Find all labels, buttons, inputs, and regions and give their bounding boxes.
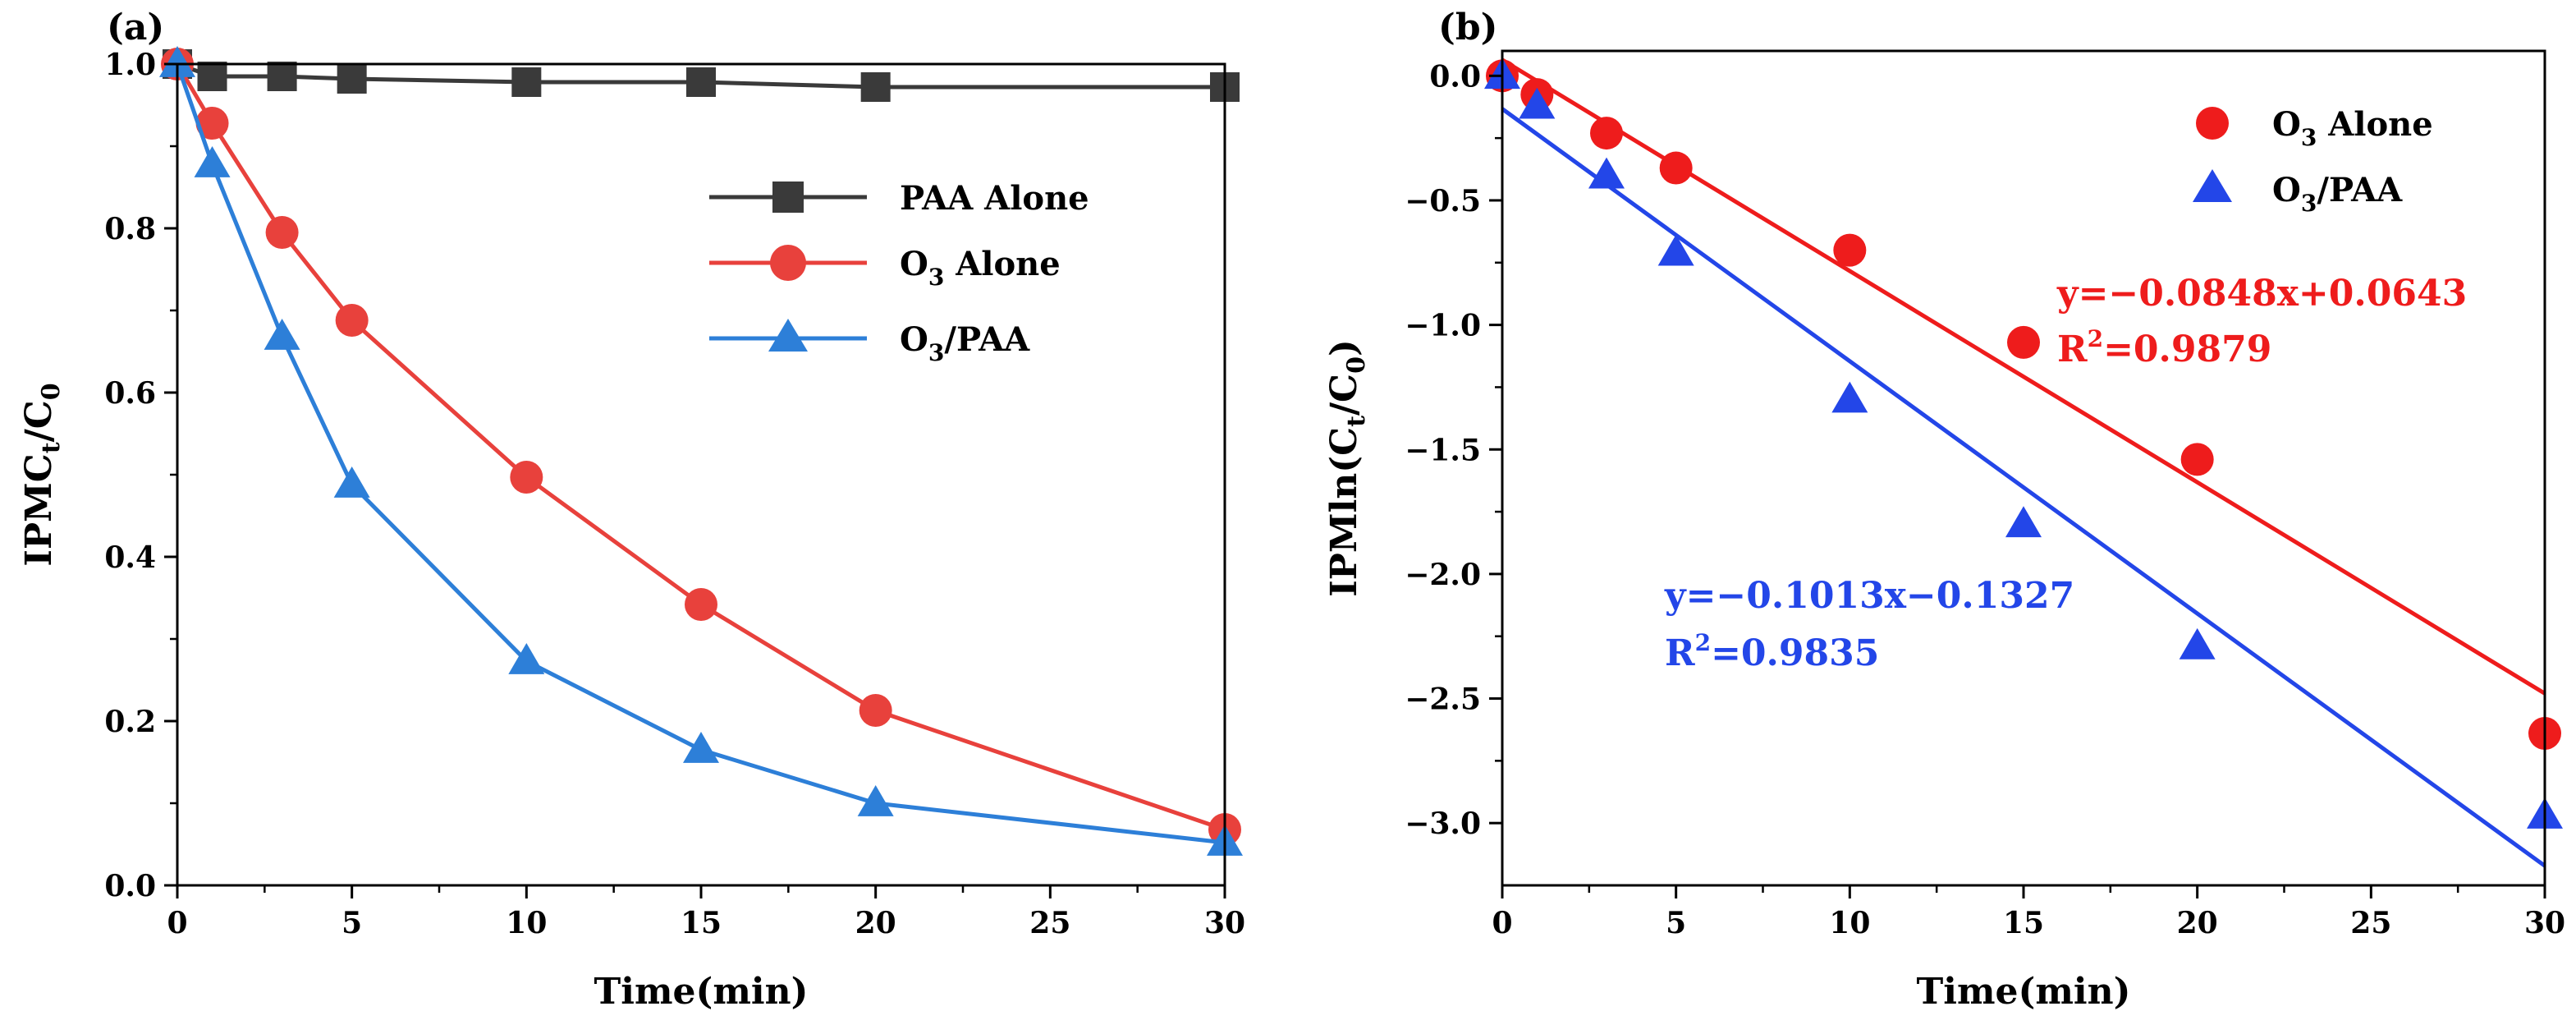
data-point-o3-alone [265, 216, 299, 249]
x-tick-label: 15 [681, 906, 722, 940]
data-point-o3-paa [1657, 234, 1694, 266]
fit-equation-o3-paa: y=−0.1013x−0.1327 [1664, 575, 2074, 617]
x-tick-label: 30 [1204, 906, 1245, 940]
series-line-o3-alone [175, 62, 1226, 832]
x-tick-label: 20 [855, 906, 896, 940]
x-tick-label: 25 [2350, 906, 2391, 940]
y-tick-label: 0.2 [104, 705, 156, 739]
x-tick-label: 5 [1666, 906, 1686, 940]
panel-a: (a) 0 5 10 15 20 25 30 0.0 0.2 0.4 0.6 0.8 1.0 Time… [18, 7, 1245, 1013]
fit-equation-o3-alone: y=−0.0848x+0.0643 [2056, 273, 2467, 315]
panel-a-y-ticks: 0.0 0.2 0.4 0.6 0.8 1.0 [104, 48, 177, 903]
x-tick-label: 15 [2003, 906, 2044, 940]
y-tick-label: 0.6 [104, 376, 156, 411]
panel-b-legend: O3 Alone O3/PAA [2193, 105, 2433, 217]
data-point-o3-paa [683, 732, 719, 763]
x-tick-label: 20 [2177, 906, 2218, 940]
data-point-o3-paa [159, 46, 195, 77]
x-tick-label: 30 [2524, 906, 2565, 940]
y-tick-label: 0.0 [1429, 59, 1481, 94]
legend-marker-b-o3-alone [2196, 107, 2229, 140]
panel-a-label: (a) [107, 7, 164, 48]
legend-marker-paa-alone [772, 182, 804, 213]
data-point-o3-alone [1659, 151, 1693, 185]
legend-label-o3-alone: O3 Alone [900, 245, 1061, 291]
y-tick-label: −2.0 [1405, 558, 1481, 592]
x-tick-label: 10 [506, 906, 547, 940]
fit-r2-o3-paa: R2=0.9835 [1665, 629, 1879, 674]
panel-a-y-axis-title: IPMCt/C0 [18, 383, 66, 566]
legend-label-paa-alone: PAA Alone [900, 179, 1089, 218]
x-tick-label: 25 [1029, 906, 1070, 940]
data-point-o3-alone [1833, 233, 1867, 267]
panel-b: (b) 0 5 10 15 20 25 30 0.0 −0.5 −1.0 −1.5 −2.0 −2.5… [1323, 7, 2565, 1013]
panel-b-y-axis-title: IPMln(Ct/C0) [1323, 339, 1371, 597]
fit-r2-o3-alone: R2=0.9879 [2057, 325, 2271, 370]
y-tick-label: −1.0 [1405, 309, 1481, 343]
legend-entry-paa-alone: PAA Alone [709, 179, 1089, 218]
panel-b-x-axis-title: Time(min) [1917, 971, 2131, 1013]
data-point-o3-paa [2179, 627, 2216, 659]
x-tick-label: 0 [1492, 906, 1512, 940]
data-point-o3-paa [264, 319, 300, 350]
legend-marker-b-o3-paa [2193, 169, 2232, 202]
data-point-o3-paa [1831, 381, 1868, 413]
legend-entry-o3-alone: O3 Alone [709, 245, 1061, 291]
y-tick-label: −2.5 [1405, 682, 1481, 717]
y-tick-label: 0.4 [104, 540, 156, 575]
legend-label-b-o3-paa: O3/PAA [2272, 171, 2403, 217]
data-point-o3-paa [1588, 157, 1625, 189]
data-point-o3-paa [194, 146, 231, 177]
series-line-o3-paa [175, 63, 1226, 845]
panel-b-y-ticks: 0.0 −0.5 −1.0 −1.5 −2.0 −2.5 −3.0 [1405, 59, 1502, 841]
data-point-o3-alone [2007, 325, 2040, 359]
x-tick-label: 0 [167, 906, 187, 940]
data-point-o3-alone [685, 588, 717, 621]
panel-a-x-axis-title: Time(min) [594, 971, 809, 1013]
panel-a-series-layer [159, 46, 1243, 856]
data-point-o3-alone [510, 461, 543, 494]
data-point-paa-alone [860, 72, 891, 102]
legend-marker-o3-paa [768, 319, 808, 352]
y-tick-label: −3.0 [1405, 807, 1481, 841]
y-tick-label: −0.5 [1405, 184, 1481, 218]
x-tick-label: 5 [341, 906, 362, 940]
y-tick-label: 0.0 [104, 869, 156, 903]
legend-entry-b-o3-paa: O3/PAA [2193, 169, 2403, 217]
data-point-paa-alone [511, 67, 542, 97]
data-point-o3-paa [508, 643, 545, 674]
data-point-o3-paa [1519, 87, 1556, 119]
legend-label-b-o3-alone: O3 Alone [2272, 105, 2433, 151]
legend-entry-b-o3-alone: O3 Alone [2196, 105, 2433, 151]
legend-marker-o3-alone [770, 245, 806, 281]
panel-a-legend: PAA Alone O3 Alone O3/PAA [709, 179, 1089, 366]
data-point-o3-alone [2180, 443, 2214, 476]
y-tick-label: 0.8 [104, 212, 156, 246]
y-tick-label: −1.5 [1405, 433, 1481, 467]
panel-a-x-ticks: 0 5 10 15 20 25 30 [167, 885, 1245, 940]
x-tick-label: 10 [1829, 906, 1870, 940]
panel-b-x-ticks: 0 5 10 15 20 25 30 [1492, 885, 2565, 940]
legend-label-o3-paa: O3/PAA [900, 320, 1030, 366]
data-point-paa-alone [337, 64, 367, 94]
legend-entry-o3-paa: O3/PAA [709, 319, 1030, 366]
data-point-o3-paa [857, 785, 894, 816]
y-tick-label: 1.0 [104, 48, 156, 82]
data-point-o3-alone [1590, 117, 1623, 150]
data-point-paa-alone [197, 62, 227, 91]
panel-b-label: (b) [1438, 7, 1497, 48]
data-point-o3-alone [195, 107, 229, 140]
data-point-paa-alone [686, 67, 716, 97]
data-point-o3-alone [335, 304, 369, 337]
fit-line-o3-paa [1501, 107, 2546, 868]
data-point-o3-paa [333, 466, 370, 498]
data-point-o3-paa [2005, 506, 2042, 538]
data-point-paa-alone [267, 62, 297, 91]
data-point-o3-alone [859, 694, 892, 727]
